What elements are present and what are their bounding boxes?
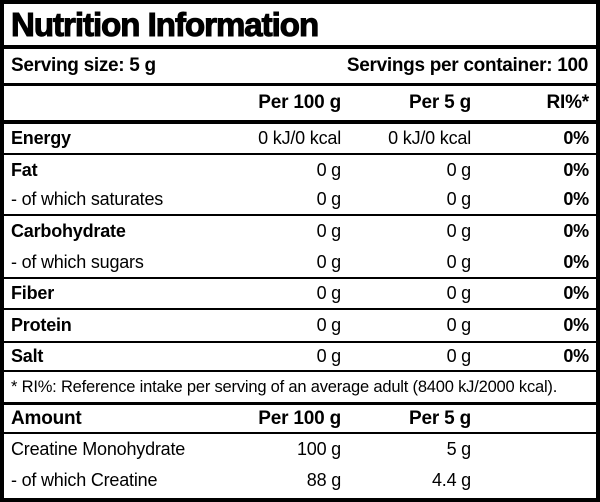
value-per-100g: 0 g — [316, 251, 342, 272]
value-per-5g: 5 g — [446, 439, 472, 459]
value-per-5g: 0 g — [446, 189, 472, 209]
value-ri: 0% — [563, 221, 589, 241]
value-ri: 0% — [563, 346, 589, 366]
nutrient-row-protein: Protein 0 g 0 g 0% — [4, 310, 596, 341]
nutrient-row-saturates: - of which saturates 0 g 0 g 0% — [4, 185, 596, 214]
value-per-100g: 0 kJ/0 kcal — [258, 128, 341, 148]
value-per-5g: 0 g — [446, 283, 472, 303]
divider-row — [4, 214, 596, 216]
header-per-5g: Per 5 g — [409, 407, 471, 429]
nutrient-label: Fiber — [11, 283, 55, 303]
value-ri: 0% — [563, 128, 589, 148]
value-per-5g: 0 g — [446, 159, 472, 180]
amount-header-row: Amount Per 100 g Per 5 g — [4, 405, 596, 432]
divider-row — [4, 277, 596, 279]
ri-footnote-row: * RI%: Reference intake per serving of a… — [4, 372, 596, 402]
nutrient-label: - of which saturates — [11, 189, 164, 209]
nutrient-label: Protein — [11, 315, 72, 335]
value-per-100g: 100 g — [296, 439, 341, 459]
value-ri: 0% — [563, 251, 589, 272]
nutrient-label: - of which sugars — [11, 251, 144, 272]
ingredient-row-creatine: - of which Creatine 88 g 4.4 g — [4, 465, 596, 496]
nutrient-row-energy: Energy 0 kJ/0 kcal 0 kJ/0 kcal 0% — [4, 124, 596, 153]
divider-under-salt — [4, 370, 596, 372]
nutrient-row-fiber: Fiber 0 g 0 g 0% — [4, 279, 596, 308]
ingredient-row-creatine-monohydrate: Creatine Monohydrate 100 g 5 g — [4, 434, 596, 465]
label-header: Nutrition Information — [4, 4, 596, 45]
divider-row — [4, 341, 596, 343]
amount-table: Amount Per 100 g Per 5 g Creatine Monohy… — [4, 405, 596, 496]
nutrient-label: Carbohydrate — [11, 221, 126, 241]
header-per-100g: Per 100 g — [258, 92, 341, 113]
serving-size-text: Serving size: 5 g — [11, 55, 156, 76]
divider-row — [4, 308, 596, 310]
ingredient-label: Creatine Monohydrate — [11, 439, 186, 459]
value-per-5g: 0 kJ/0 kcal — [388, 128, 471, 148]
serving-info-row: Serving size: 5 g Servings per container… — [4, 49, 596, 83]
header-amount: Amount — [11, 407, 82, 429]
value-per-100g: 0 g — [316, 283, 342, 303]
value-per-5g: 0 g — [446, 315, 472, 335]
ri-footnote-text: * RI%: Reference intake per serving of a… — [11, 377, 558, 396]
nutrient-label: Fat — [11, 159, 38, 180]
header-per-5g: Per 5 g — [409, 92, 471, 113]
divider-under-footnote — [4, 402, 596, 405]
value-per-100g: 0 g — [316, 159, 342, 180]
nutrient-row-carbohydrate: Carbohydrate 0 g 0 g 0% — [4, 216, 596, 247]
value-per-5g: 0 g — [446, 251, 472, 272]
divider-under-serving — [4, 83, 596, 86]
value-per-100g: 0 g — [316, 221, 342, 241]
nutrient-row-salt: Salt 0 g 0 g 0% — [4, 343, 596, 370]
nutrient-row-sugars: - of which sugars 0 g 0 g 0% — [4, 247, 596, 277]
divider-under-title — [4, 45, 596, 49]
value-ri: 0% — [563, 283, 589, 303]
divider-row — [4, 153, 596, 155]
header-per-100g: Per 100 g — [258, 407, 341, 429]
value-per-5g: 0 g — [446, 221, 472, 241]
nutrient-row-fat: Fat 0 g 0 g 0% — [4, 155, 596, 185]
nutrient-label: Energy — [11, 128, 71, 148]
label-title: Nutrition Information — [10, 5, 319, 43]
servings-per-container-text: Servings per container: 100 — [346, 55, 588, 76]
divider-under-main-header — [4, 120, 596, 124]
main-table-header-row: Per 100 g Per 5 g RI%* — [4, 86, 596, 120]
header-ri-percent: RI%* — [546, 92, 590, 113]
value-ri: 0% — [563, 315, 589, 335]
ingredient-label: - of which Creatine — [11, 470, 158, 490]
divider-under-amount-header — [4, 432, 596, 434]
value-per-100g: 0 g — [316, 189, 342, 209]
value-per-100g: 88 g — [306, 470, 341, 490]
nutrient-label: Salt — [11, 346, 44, 366]
value-per-100g: 0 g — [316, 346, 342, 366]
value-ri: 0% — [563, 159, 589, 180]
value-per-5g: 0 g — [446, 346, 472, 366]
value-per-100g: 0 g — [316, 315, 342, 335]
value-per-5g: 4.4 g — [431, 470, 471, 490]
value-ri: 0% — [563, 189, 589, 209]
